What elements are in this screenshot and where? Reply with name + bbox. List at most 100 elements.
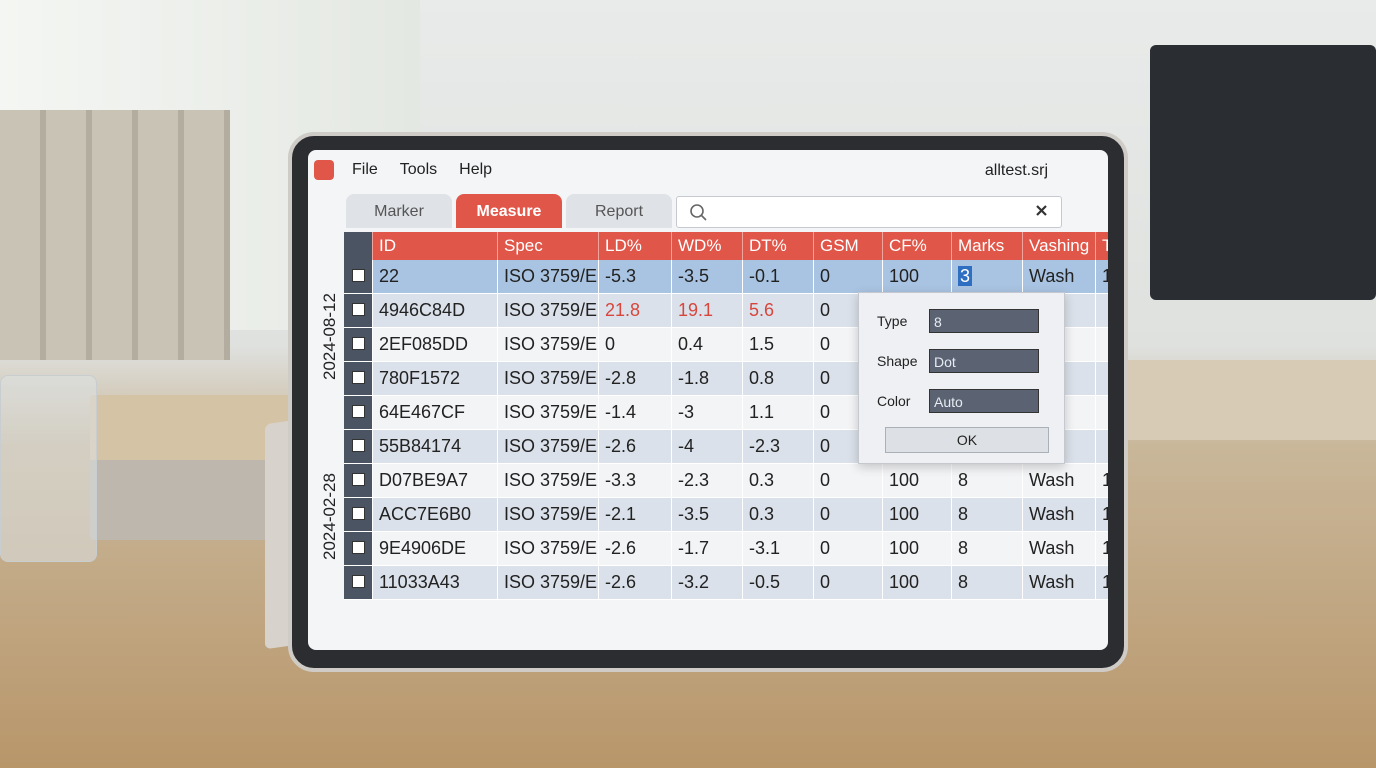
dialog-field: Type 8 (877, 309, 1039, 333)
checkbox[interactable] (351, 439, 365, 452)
cell: 0 (813, 463, 883, 498)
column-header[interactable]: Vashing (1022, 232, 1096, 260)
checkbox[interactable] (351, 541, 365, 554)
column-header[interactable]: CF% (882, 232, 952, 260)
checkbox-cell (344, 565, 373, 600)
cell: ISO 3759/E (497, 463, 599, 498)
cell: Wash (1022, 260, 1096, 294)
cell: 1 (1095, 531, 1108, 566)
cell: -3.5 (671, 497, 743, 532)
cell: ISO 3759/E (497, 565, 599, 600)
binders (0, 110, 230, 360)
tab[interactable]: Measure (456, 194, 562, 228)
cell: 19.1 (671, 293, 743, 328)
column-header[interactable]: LD% (598, 232, 672, 260)
cell: 11033A43 (372, 565, 498, 600)
cell: ISO 3759/E (497, 531, 599, 566)
cell: 0 (813, 260, 883, 294)
cell: -2.6 (598, 565, 672, 600)
checkbox[interactable] (351, 473, 365, 486)
cell: 0.4 (671, 327, 743, 362)
column-header[interactable]: Times (1095, 232, 1108, 260)
field-label: Shape (877, 353, 918, 369)
checkbox[interactable] (351, 269, 365, 282)
cell: 1 (1095, 565, 1108, 600)
cell: -2.6 (598, 429, 672, 464)
cell: Wash (1022, 497, 1096, 532)
cell: D07BE9A7 (372, 463, 498, 498)
cell: ACC7E6B0 (372, 497, 498, 532)
cell: 3 (951, 260, 1023, 294)
field-select[interactable]: Auto (929, 389, 1039, 413)
cell: 0.3 (742, 463, 814, 498)
column-header[interactable]: Marks (951, 232, 1023, 260)
shelf (1100, 360, 1376, 440)
checkbox[interactable] (351, 575, 365, 588)
cell (1095, 429, 1108, 464)
checkbox-header (344, 232, 373, 260)
cell: -1.4 (598, 395, 672, 430)
cell: 5.6 (742, 293, 814, 328)
checkbox[interactable] (351, 507, 365, 520)
cell: -0.5 (742, 565, 814, 600)
cell: ISO 3759/E (497, 327, 599, 362)
column-header[interactable]: ID (372, 232, 498, 260)
cell: 0 (813, 565, 883, 600)
column-header[interactable]: GSM (813, 232, 883, 260)
field-select[interactable]: Dot (929, 349, 1039, 373)
header-row: IDSpecLD%WD%DT%GSMCF%MarksVashingTimesDr… (344, 232, 1108, 260)
edit-cell[interactable]: 3 (958, 266, 973, 286)
column-header[interactable]: WD% (671, 232, 743, 260)
checkbox-cell (344, 395, 373, 430)
dialog-field: Color Auto (877, 389, 1039, 413)
menu-item[interactable]: Help (459, 161, 493, 178)
field-select[interactable]: 8 (929, 309, 1039, 333)
cell: ISO 3759/E (497, 497, 599, 532)
cell: 55B84174 (372, 429, 498, 464)
cell: 4946C84D (372, 293, 498, 328)
search-box[interactable] (676, 196, 1062, 228)
cell: 100 (882, 531, 952, 566)
checkbox-cell (344, 531, 373, 566)
checkbox[interactable] (351, 371, 365, 384)
cell: 21.8 (598, 293, 672, 328)
cell: 8 (951, 497, 1023, 532)
ok-button[interactable]: OK (885, 427, 1049, 453)
tab[interactable]: Report (566, 194, 672, 228)
cell: Wash (1022, 463, 1096, 498)
checkbox[interactable] (351, 303, 365, 316)
menu-item[interactable]: Tools (399, 161, 438, 178)
cell: ISO 3759/E (497, 293, 599, 328)
search-icons (690, 204, 1047, 221)
cell: 100 (882, 565, 952, 600)
cell: 1.1 (742, 395, 814, 430)
cell: 0.8 (742, 361, 814, 396)
cell: -5.3 (598, 260, 672, 294)
cell: 1 (1095, 497, 1108, 532)
cell: 100 (882, 497, 952, 532)
cell: 8 (951, 463, 1023, 498)
column-header[interactable]: DT% (742, 232, 814, 260)
cell: 780F1572 (372, 361, 498, 396)
tab[interactable]: Marker (346, 194, 452, 228)
dialog-field: Shape Dot (877, 349, 1039, 373)
cell: ISO 3759/E (497, 361, 599, 396)
checkbox[interactable] (351, 337, 365, 350)
checkbox-cell (344, 463, 373, 498)
cell (1095, 327, 1108, 362)
cell: ISO 3759/E (497, 260, 599, 294)
column-header[interactable]: Spec (497, 232, 599, 260)
checkbox[interactable] (351, 405, 365, 418)
cell: -2.3 (671, 463, 743, 498)
cell (1095, 361, 1108, 396)
menu-bar: File Tools Help (308, 150, 1108, 190)
cell: -2.3 (742, 429, 814, 464)
checkbox-cell (344, 429, 373, 464)
field-label: Color (877, 393, 911, 409)
menu-item[interactable]: File (352, 161, 378, 178)
